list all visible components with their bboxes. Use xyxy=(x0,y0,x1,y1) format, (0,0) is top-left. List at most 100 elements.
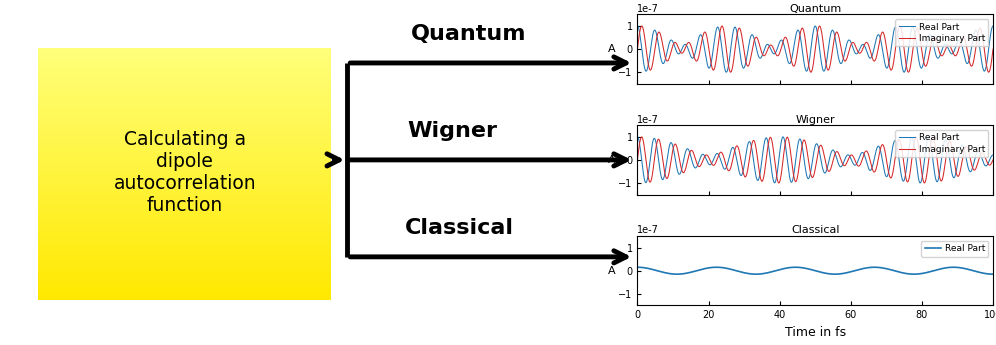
Bar xyxy=(38,110,332,115)
Bar xyxy=(38,170,332,174)
Bar xyxy=(38,92,332,96)
Real Part xyxy=(631,135,643,139)
Imaginary Part xyxy=(911,27,923,31)
Bar xyxy=(38,293,332,297)
Imaginary Part xyxy=(893,24,905,28)
Bar xyxy=(38,120,332,124)
Text: 1e-7: 1e-7 xyxy=(637,115,659,125)
Bar xyxy=(38,243,332,247)
Bar xyxy=(38,274,332,278)
Imaginary Part xyxy=(635,135,647,139)
Bar xyxy=(38,290,332,294)
Line: Real Part: Real Part xyxy=(637,267,993,274)
Bar xyxy=(38,123,332,127)
Imaginary Part xyxy=(649,42,661,46)
Imaginary Part xyxy=(631,47,643,51)
Bar xyxy=(38,60,332,64)
Bar xyxy=(38,82,332,86)
Bar xyxy=(38,95,332,99)
Imaginary Part xyxy=(805,70,817,74)
Imaginary Part xyxy=(649,147,661,151)
Imaginary Part xyxy=(725,70,737,74)
Real Part xyxy=(911,50,923,54)
Bar xyxy=(38,132,332,136)
Bar xyxy=(38,104,332,108)
Bar xyxy=(38,85,332,89)
Bar xyxy=(38,252,332,256)
Bar xyxy=(38,265,332,269)
Bar xyxy=(38,76,332,80)
Real Part xyxy=(805,267,817,272)
Legend: Real Part, Imaginary Part: Real Part, Imaginary Part xyxy=(895,130,988,157)
Bar xyxy=(38,268,332,272)
Imaginary Part xyxy=(977,36,989,40)
Imaginary Part xyxy=(795,148,807,152)
Bar xyxy=(38,221,332,225)
Real Part xyxy=(977,65,989,69)
Real Part xyxy=(987,24,996,28)
Bar xyxy=(38,180,332,184)
Bar xyxy=(38,218,332,221)
Imaginary Part xyxy=(805,172,817,176)
Bar xyxy=(38,196,332,199)
Bar xyxy=(38,158,332,161)
Bar xyxy=(38,208,332,212)
Bar xyxy=(38,262,332,266)
Real Part xyxy=(805,50,817,54)
Bar xyxy=(38,48,332,51)
Bar xyxy=(38,107,332,111)
Bar xyxy=(38,161,332,165)
Bar xyxy=(38,89,332,92)
Y-axis label: A: A xyxy=(608,155,616,165)
Bar xyxy=(38,151,332,155)
Real Part xyxy=(987,153,996,157)
Y-axis label: A: A xyxy=(608,44,616,54)
Real Part xyxy=(631,265,643,269)
Bar xyxy=(38,246,332,250)
Bar xyxy=(38,183,332,187)
Line: Imaginary Part: Imaginary Part xyxy=(637,26,993,72)
Title: Classical: Classical xyxy=(791,225,840,235)
Imaginary Part xyxy=(977,151,989,155)
Real Part xyxy=(914,181,926,185)
Bar xyxy=(38,67,332,70)
Bar xyxy=(38,202,332,206)
Bar xyxy=(38,164,332,168)
Bar xyxy=(38,227,332,231)
Bar xyxy=(38,280,332,284)
Line: Real Part: Real Part xyxy=(637,26,993,72)
Title: Wigner: Wigner xyxy=(796,115,835,125)
Real Part xyxy=(649,29,661,33)
Text: 1e-7: 1e-7 xyxy=(637,225,659,235)
Real Part xyxy=(649,268,661,272)
Bar xyxy=(38,63,332,67)
Real Part xyxy=(977,159,989,163)
Bar xyxy=(38,79,332,83)
Bar xyxy=(38,193,332,196)
Bar xyxy=(38,174,332,177)
X-axis label: Time in fs: Time in fs xyxy=(785,326,846,339)
Bar xyxy=(38,237,332,240)
Bar xyxy=(38,57,332,61)
Imaginary Part xyxy=(977,38,989,42)
Bar xyxy=(38,177,332,180)
Text: 1e-7: 1e-7 xyxy=(637,4,659,14)
Bar xyxy=(38,126,332,130)
Text: Calculating a
dipole
autocorrelation
function: Calculating a dipole autocorrelation fun… xyxy=(114,130,256,215)
Bar xyxy=(38,287,332,291)
Bar xyxy=(38,117,332,121)
Imaginary Part xyxy=(795,28,807,32)
Real Part xyxy=(977,159,989,163)
Bar xyxy=(38,51,332,55)
Bar xyxy=(38,145,332,149)
Real Part xyxy=(976,271,988,275)
Legend: Real Part, Imaginary Part: Real Part, Imaginary Part xyxy=(895,19,988,47)
Bar xyxy=(38,249,332,253)
Real Part xyxy=(649,139,661,143)
Bar xyxy=(38,129,332,133)
Bar xyxy=(38,258,332,262)
Y-axis label: A: A xyxy=(608,266,616,276)
Bar xyxy=(38,255,332,259)
Title: Quantum: Quantum xyxy=(789,4,842,14)
Bar xyxy=(38,284,332,288)
